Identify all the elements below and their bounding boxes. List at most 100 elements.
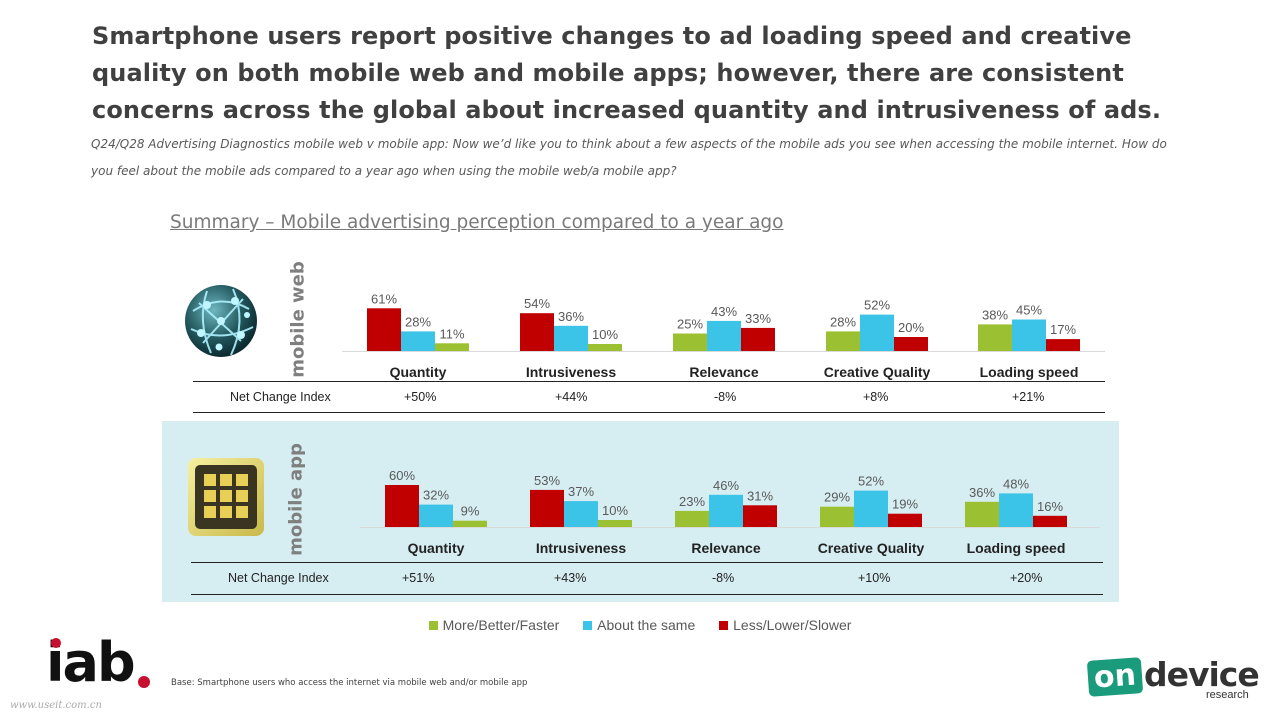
- app-net-change-row: Net Change Index +51% +43% -8% +10% +20%: [0, 571, 1280, 589]
- data-label: 36%: [558, 309, 584, 324]
- bar: [1012, 319, 1046, 351]
- bar: [367, 308, 401, 351]
- category-label: Relevance: [689, 364, 758, 380]
- data-label: 54%: [524, 296, 550, 311]
- watermark: www.useit.com.cn: [10, 700, 102, 711]
- bar: [419, 504, 453, 527]
- globe-network-icon: [185, 285, 257, 357]
- bar: [854, 490, 888, 527]
- data-label: 45%: [1016, 303, 1042, 318]
- data-label: 43%: [711, 304, 737, 319]
- bar: [673, 333, 707, 351]
- bar: [707, 320, 741, 351]
- net-change-value: +50%: [404, 390, 437, 404]
- data-label: 46%: [713, 478, 739, 493]
- data-label: 29%: [824, 490, 850, 505]
- bar: [385, 485, 419, 527]
- data-label: 11%: [439, 326, 464, 341]
- data-label: 16%: [1037, 499, 1063, 514]
- net-change-value: +43%: [554, 571, 587, 585]
- category-label: Intrusiveness: [526, 364, 616, 380]
- legend-item: Less/Lower/Slower: [719, 617, 851, 633]
- data-label: 61%: [371, 291, 397, 306]
- data-label: 10%: [602, 503, 628, 518]
- bar: [675, 510, 709, 527]
- web-rule-top: [193, 381, 1105, 382]
- data-label: 53%: [534, 473, 560, 488]
- bar: [1046, 339, 1080, 351]
- legend-label: About the same: [597, 617, 696, 633]
- data-label: 60%: [389, 468, 415, 483]
- category-label: Relevance: [691, 540, 760, 556]
- legend-label: Less/Lower/Slower: [733, 617, 852, 633]
- bar: [564, 501, 598, 527]
- bar: [598, 520, 632, 527]
- legend-swatch: [719, 621, 729, 630]
- category-label: Loading speed: [980, 364, 1079, 380]
- category-label: Intrusiveness: [536, 540, 626, 556]
- data-label: 28%: [830, 314, 856, 329]
- data-label: 32%: [423, 488, 449, 503]
- bar: [435, 343, 469, 351]
- data-label: 38%: [982, 307, 1008, 322]
- data-label: 23%: [679, 494, 705, 509]
- bar: [894, 337, 928, 351]
- net-change-value: +20%: [1010, 571, 1043, 585]
- mobile-app-panel: [162, 421, 1119, 602]
- iab-dot: [138, 676, 150, 688]
- bar: [820, 506, 854, 527]
- category-label: Loading speed: [967, 540, 1066, 556]
- data-label: 52%: [864, 298, 890, 313]
- base-note: Base: Smartphone users who access the in…: [171, 678, 528, 688]
- data-label: 9%: [461, 504, 480, 519]
- bar: [520, 313, 554, 351]
- bar: [743, 505, 777, 527]
- bar: [1033, 515, 1067, 527]
- chart-subtitle: Summary – Mobile advertising perception …: [170, 212, 784, 233]
- legend-swatch: [428, 621, 438, 630]
- net-change-value: -8%: [714, 390, 737, 404]
- net-change-value: +10%: [858, 571, 891, 585]
- net-change-value: +44%: [555, 390, 588, 404]
- category-label: Quantity: [408, 540, 465, 556]
- bar: [860, 314, 894, 351]
- data-label: 17%: [1050, 322, 1076, 337]
- legend-item: About the same: [583, 617, 695, 633]
- data-label: 48%: [1003, 476, 1029, 491]
- legend-swatch: [583, 621, 593, 630]
- web-net-change-row: Net Change Index +50% +44% -8% +8% +21%: [0, 390, 1280, 408]
- bar: [588, 344, 622, 351]
- data-label: 33%: [745, 311, 771, 326]
- iab-logo-text: iab: [46, 631, 136, 694]
- data-label: 19%: [892, 497, 918, 512]
- iab-logo: iab: [46, 631, 150, 694]
- legend-label: More/Better/Faster: [442, 617, 560, 633]
- data-label: 37%: [568, 484, 594, 499]
- data-label: 10%: [592, 327, 618, 342]
- data-label: 28%: [405, 314, 431, 329]
- bar: [453, 520, 487, 527]
- bar: [741, 327, 775, 351]
- bar: [554, 325, 588, 351]
- category-label: Creative Quality: [824, 364, 931, 380]
- net-change-value: +8%: [863, 390, 889, 404]
- data-label: 20%: [898, 320, 924, 335]
- category-label: Quantity: [390, 364, 447, 380]
- bar: [709, 494, 743, 527]
- legend-item: More/Better/Faster: [428, 617, 560, 633]
- bar: [978, 324, 1012, 351]
- data-label: 36%: [969, 485, 995, 500]
- app-rule-bottom: [191, 594, 1103, 595]
- data-label: 25%: [677, 317, 703, 332]
- bar: [888, 513, 922, 527]
- net-change-value: +51%: [402, 571, 435, 585]
- headline: Smartphone users report positive changes…: [92, 22, 1162, 124]
- net-change-label: Net Change Index: [230, 390, 331, 404]
- category-label: Creative Quality: [818, 540, 925, 556]
- bar: [401, 331, 435, 351]
- survey-question: Q24/Q28 Advertising Diagnostics mobile w…: [91, 137, 1167, 178]
- web-rule-bottom: [193, 412, 1105, 413]
- ondevice-research-logo: on device research: [1086, 655, 1260, 701]
- ondevice-logo-research: research: [1206, 689, 1249, 701]
